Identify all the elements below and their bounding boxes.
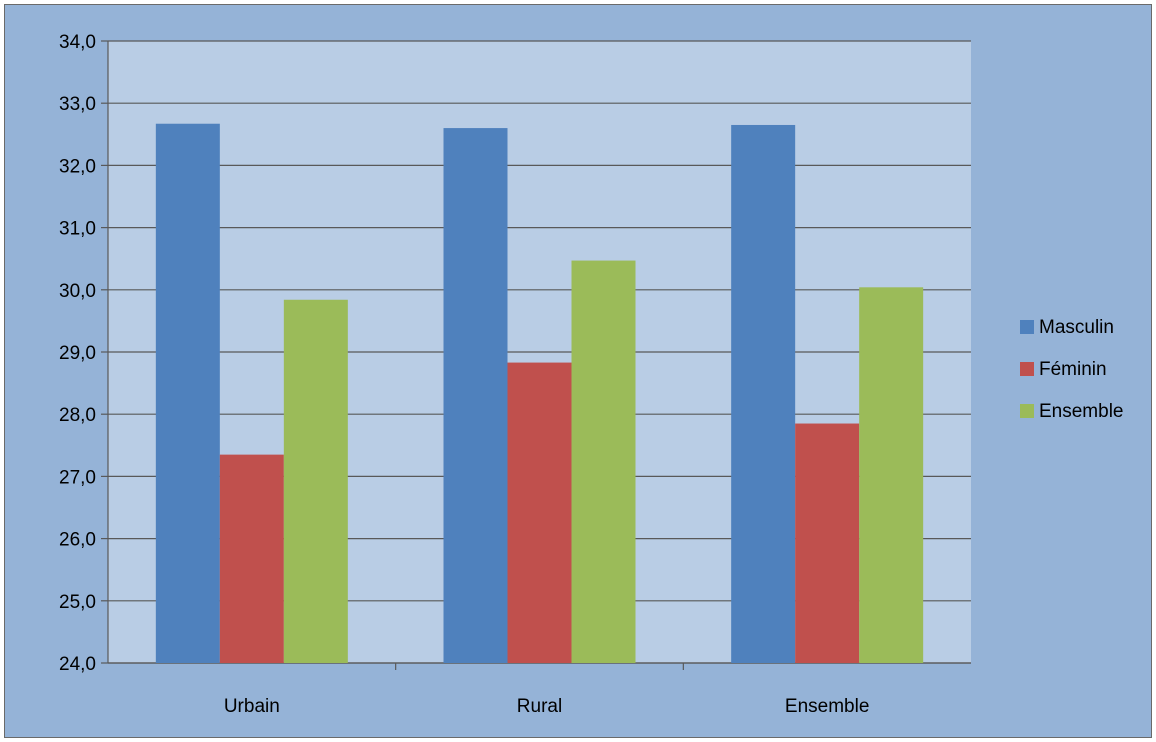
- y-tick-label: 27,0: [59, 467, 96, 488]
- bar-masculin-rural[interactable]: [443, 128, 508, 663]
- bar-ensemble-ensemble[interactable]: [859, 287, 924, 663]
- x-category-label: Rural: [517, 696, 562, 717]
- bar-f-minin-urbain[interactable]: [219, 454, 284, 663]
- bar-masculin-ensemble[interactable]: [731, 124, 796, 664]
- legend-label: Masculin: [1039, 317, 1114, 338]
- y-tick-label: 30,0: [59, 281, 96, 302]
- bar-f-minin-ensemble[interactable]: [795, 423, 860, 663]
- y-tick-label: 28,0: [59, 405, 96, 426]
- legend-swatch: [1020, 404, 1034, 418]
- y-tick-label: 29,0: [59, 343, 96, 364]
- x-category-label: Urbain: [224, 696, 280, 717]
- bar-ensemble-rural[interactable]: [571, 260, 636, 663]
- bar-f-minin-rural[interactable]: [507, 362, 572, 663]
- y-tick-label: 24,0: [59, 654, 96, 675]
- y-tick-label: 31,0: [59, 219, 96, 240]
- y-tick-label: 33,0: [59, 94, 96, 115]
- y-tick-label: 32,0: [59, 156, 96, 177]
- legend-swatch: [1020, 362, 1034, 376]
- y-tick-label: 34,0: [59, 32, 96, 53]
- y-tick-label: 26,0: [59, 530, 96, 551]
- legend-swatch: [1020, 320, 1034, 334]
- legend-label: Ensemble: [1039, 401, 1124, 422]
- x-category-label: Ensemble: [785, 696, 870, 717]
- legend-label: Féminin: [1039, 359, 1107, 380]
- y-tick-label: 25,0: [59, 592, 96, 613]
- bar-ensemble-urbain[interactable]: [283, 299, 348, 663]
- bar-masculin-urbain[interactable]: [155, 123, 220, 663]
